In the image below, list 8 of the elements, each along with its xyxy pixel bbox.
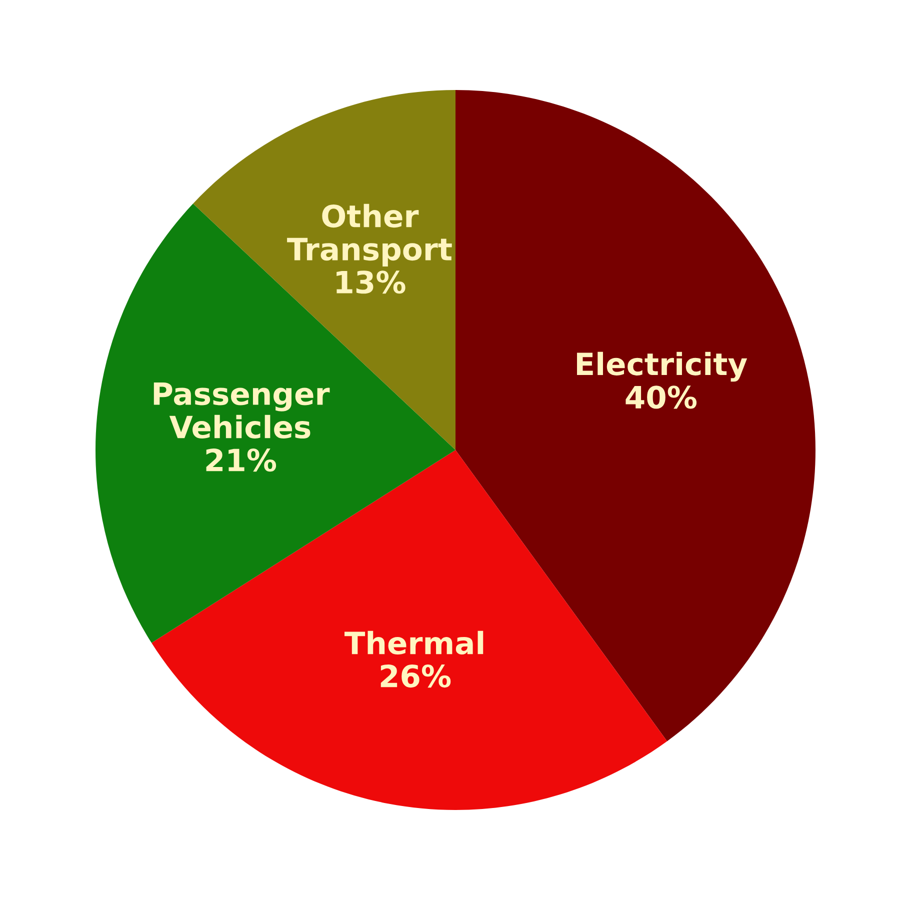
- slice-label: Electricity: [577, 352, 748, 382]
- slice-label: Thermal: [344, 630, 484, 655]
- data-label: 21%: [206, 448, 276, 472]
- slice-label: Other Transport: [287, 204, 452, 267]
- data-label: 13%: [336, 270, 406, 294]
- slice-label: Passenger Vehicles: [154, 382, 330, 439]
- data-label: 40%: [626, 386, 697, 409]
- data-label: 26%: [380, 664, 451, 688]
